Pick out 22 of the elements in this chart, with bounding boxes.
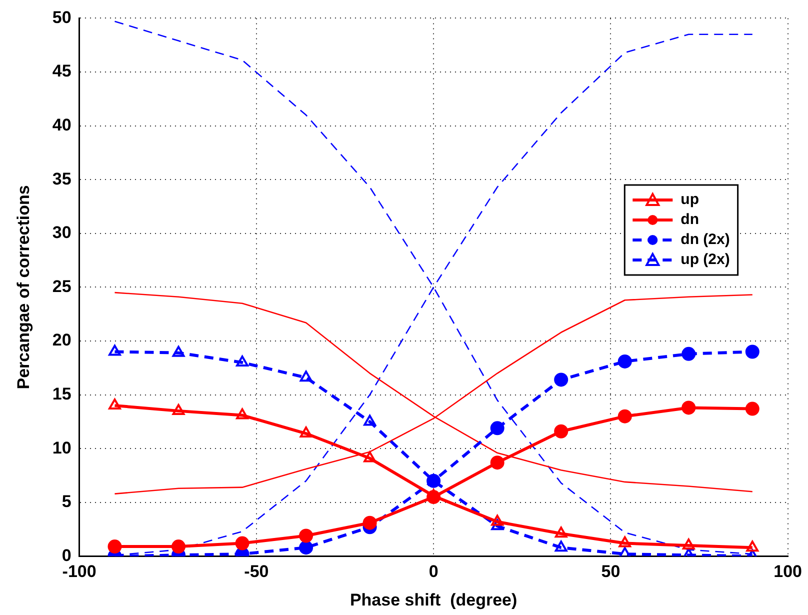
x-tick-label: 100 <box>774 562 802 582</box>
x-axis-title: Phase shift (degree) <box>350 590 518 610</box>
y-tick-label: 30 <box>52 223 72 242</box>
legend-label: up <box>680 191 699 208</box>
legend-label: dn (2x) <box>680 231 730 248</box>
y-tick-label: 5 <box>62 492 72 512</box>
x-tick-label: -100 <box>62 562 96 582</box>
y-tick-label: 25 <box>52 276 72 296</box>
y-tick-label: 40 <box>52 115 72 134</box>
y-tick-label: 20 <box>52 330 72 350</box>
legend-label: up (2x) <box>680 251 730 268</box>
y-tick-label: 15 <box>52 384 72 404</box>
y-axis-title: Percangae of corrections <box>14 185 33 390</box>
x-tick-label: -50 <box>244 562 269 582</box>
y-tick-label: 45 <box>52 62 72 81</box>
legend-label: dn <box>680 211 699 228</box>
x-tick-label: 50 <box>601 562 620 582</box>
y-tick-label: 0 <box>62 546 72 565</box>
y-tick-label: 35 <box>52 169 72 188</box>
y-tick-label: 50 <box>52 8 72 27</box>
x-tick-label: 0 <box>428 562 438 582</box>
y-tick-label: 10 <box>52 438 72 458</box>
